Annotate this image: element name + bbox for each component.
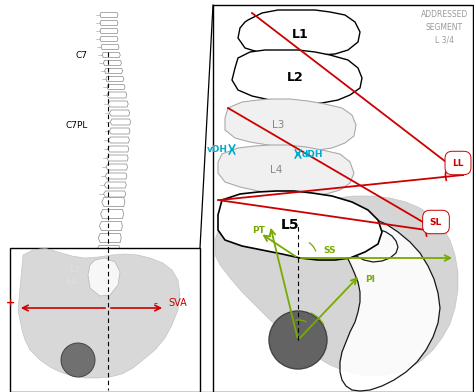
Polygon shape xyxy=(97,245,120,254)
Polygon shape xyxy=(100,209,124,218)
Polygon shape xyxy=(103,191,126,197)
Polygon shape xyxy=(102,198,125,207)
Text: SVA: SVA xyxy=(168,298,187,308)
Text: vDH: vDH xyxy=(207,145,228,154)
Polygon shape xyxy=(103,60,121,65)
Text: L4: L4 xyxy=(66,277,78,286)
Polygon shape xyxy=(100,13,118,18)
Polygon shape xyxy=(110,119,131,125)
Polygon shape xyxy=(107,85,125,89)
Polygon shape xyxy=(218,191,382,260)
Text: L2: L2 xyxy=(287,71,303,83)
Polygon shape xyxy=(225,99,356,150)
Polygon shape xyxy=(102,53,120,58)
Polygon shape xyxy=(100,36,118,42)
Polygon shape xyxy=(108,101,128,107)
Text: SL: SL xyxy=(430,218,442,227)
Text: C7PL: C7PL xyxy=(65,120,88,129)
Polygon shape xyxy=(340,213,440,391)
Polygon shape xyxy=(101,45,119,49)
Bar xyxy=(10,248,200,392)
Text: SS: SS xyxy=(324,245,337,254)
Polygon shape xyxy=(218,145,354,196)
Text: C7: C7 xyxy=(76,51,88,60)
Text: +: + xyxy=(6,298,15,308)
Text: L3: L3 xyxy=(70,265,81,274)
Polygon shape xyxy=(18,248,180,378)
Polygon shape xyxy=(109,137,129,143)
Polygon shape xyxy=(106,164,128,170)
Text: L4: L4 xyxy=(270,165,282,175)
Polygon shape xyxy=(88,258,120,296)
Polygon shape xyxy=(98,234,121,243)
Text: -: - xyxy=(153,298,157,308)
Text: LL: LL xyxy=(452,158,464,167)
Polygon shape xyxy=(107,155,128,161)
Polygon shape xyxy=(215,196,458,376)
Bar xyxy=(213,5,473,392)
Ellipse shape xyxy=(61,343,95,377)
Text: L5: L5 xyxy=(281,218,299,232)
Text: dDH: dDH xyxy=(302,149,323,158)
Polygon shape xyxy=(100,221,122,230)
Polygon shape xyxy=(108,146,129,152)
Text: L3: L3 xyxy=(272,120,284,130)
Text: PI: PI xyxy=(365,276,375,285)
Polygon shape xyxy=(107,92,127,98)
Text: PT: PT xyxy=(252,225,265,234)
Polygon shape xyxy=(104,182,126,188)
Polygon shape xyxy=(105,173,127,179)
Polygon shape xyxy=(109,110,130,116)
Polygon shape xyxy=(109,128,130,134)
Text: L1: L1 xyxy=(292,27,309,40)
Text: ADDRESSED
SEGMENT
L 3/4: ADDRESSED SEGMENT L 3/4 xyxy=(421,10,468,44)
Polygon shape xyxy=(100,29,118,33)
Polygon shape xyxy=(106,76,124,82)
Polygon shape xyxy=(100,20,118,25)
Polygon shape xyxy=(232,50,362,104)
Polygon shape xyxy=(238,10,360,58)
Polygon shape xyxy=(105,69,123,74)
Ellipse shape xyxy=(269,311,327,369)
